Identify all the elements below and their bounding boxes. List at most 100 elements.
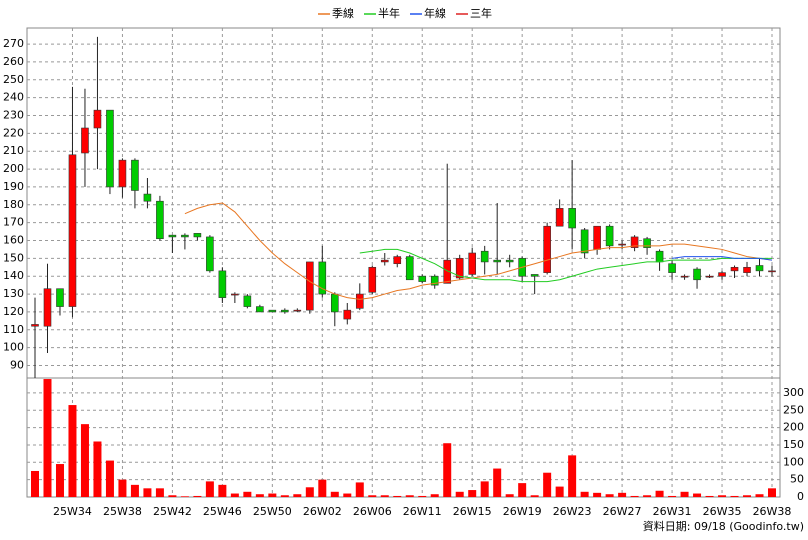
volume-bar: [305, 487, 314, 497]
volume-bar: [430, 494, 439, 497]
volume-bar: [655, 490, 664, 497]
volume-bar: [480, 481, 489, 497]
volume-bar: [418, 495, 427, 497]
candle-body: [655, 250, 664, 263]
volume-bar: [218, 484, 227, 497]
volume-bar: [743, 495, 752, 497]
candle-body: [705, 275, 714, 278]
x-tick-label: 26W23: [553, 505, 592, 518]
volume-bar: [193, 495, 202, 497]
candle-body: [106, 109, 114, 188]
candle-body: [218, 270, 227, 298]
candle-body: [81, 127, 89, 154]
x-tick-label: 26W06: [353, 505, 392, 518]
y2-tick-label: 100: [783, 455, 804, 468]
candle-body: [505, 259, 514, 263]
candle-body: [530, 274, 539, 277]
candle-body: [455, 258, 464, 279]
volume-bar: [293, 494, 302, 497]
candle-body: [630, 236, 639, 248]
volume-bar: [268, 493, 277, 497]
volume-bar: [93, 441, 102, 497]
candle-body: [468, 252, 477, 275]
y-tick-label: 260: [3, 55, 24, 68]
candle-body: [755, 265, 764, 272]
candle-body: [181, 234, 189, 238]
volume-bar: [43, 379, 52, 497]
x-tick-label: 25W50: [253, 505, 292, 518]
candle-body: [156, 200, 164, 240]
ma-line: [671, 256, 773, 261]
volume-bar: [68, 405, 77, 497]
candle-body: [493, 259, 501, 263]
volume-bar: [355, 482, 364, 497]
y-tick-label: 110: [3, 323, 24, 336]
candle-body: [393, 256, 402, 265]
x-tick-label: 26W02: [303, 505, 342, 518]
candle-body: [605, 225, 614, 247]
x-tick-label: 26W15: [453, 505, 492, 518]
volume-bar: [393, 495, 402, 497]
volume-bar: [105, 460, 114, 497]
volume-bar: [255, 494, 264, 497]
y-tick-label: 250: [3, 73, 24, 86]
candle-body: [281, 309, 289, 313]
volume-bar: [593, 492, 602, 497]
y-tick-label: 150: [3, 251, 24, 264]
x-tick-label: 25W34: [53, 505, 92, 518]
candle-body: [580, 229, 589, 254]
y-tick-label: 170: [3, 216, 24, 229]
candle-body: [555, 208, 564, 227]
y-tick-label: 140: [3, 269, 24, 282]
ma-line: [359, 248, 772, 283]
candle-body: [43, 288, 52, 327]
volume-bar: [205, 481, 214, 497]
x-tick-label: 26W11: [403, 505, 442, 518]
candle-body: [618, 243, 626, 246]
candle-body: [306, 261, 314, 311]
volume-bar: [118, 479, 127, 497]
y-tick-label: 230: [3, 109, 24, 122]
y2-tick-label: 50: [790, 473, 804, 486]
volume-bar: [143, 488, 152, 497]
volume-bar: [130, 484, 139, 497]
candle-body: [680, 275, 689, 278]
candle-body: [568, 208, 576, 229]
volume-bar: [31, 470, 39, 497]
y-tick-label: 120: [3, 305, 24, 318]
candle-body: [256, 306, 264, 313]
y-tick-label: 90: [10, 359, 24, 372]
volume-bar: [505, 494, 514, 497]
candle-body: [206, 236, 214, 272]
volume-bar: [343, 493, 352, 497]
volume-bar: [405, 495, 414, 497]
volume-bar: [55, 464, 64, 497]
volume-bar: [605, 494, 614, 497]
legend-label: 季線: [332, 6, 354, 20]
volume-bar: [768, 488, 776, 497]
candle-body: [330, 293, 339, 313]
volume-bar: [468, 490, 477, 497]
legend-label: 三年: [470, 6, 492, 20]
y-tick-label: 100: [3, 341, 24, 354]
legend-label: 半年: [378, 6, 400, 20]
volume-bar: [180, 496, 189, 497]
candle-body: [293, 309, 302, 312]
candle-body: [243, 295, 252, 307]
y2-tick-label: 150: [783, 438, 804, 451]
candle-body: [405, 256, 414, 281]
candle-body: [68, 154, 77, 307]
candle-body: [118, 159, 127, 188]
volume-bar: [630, 495, 639, 497]
y-tick-label: 240: [3, 91, 24, 104]
volume-bar: [705, 495, 714, 497]
footnote: 資料日期: 09/18 (Goodinfo.tw): [643, 519, 804, 533]
candle-body: [743, 266, 751, 273]
candle-body: [668, 263, 676, 273]
volume-bar: [243, 491, 252, 497]
candle-body: [430, 275, 439, 286]
candle-body: [380, 259, 389, 263]
candle-body: [480, 250, 489, 263]
volume-bar: [555, 486, 564, 497]
